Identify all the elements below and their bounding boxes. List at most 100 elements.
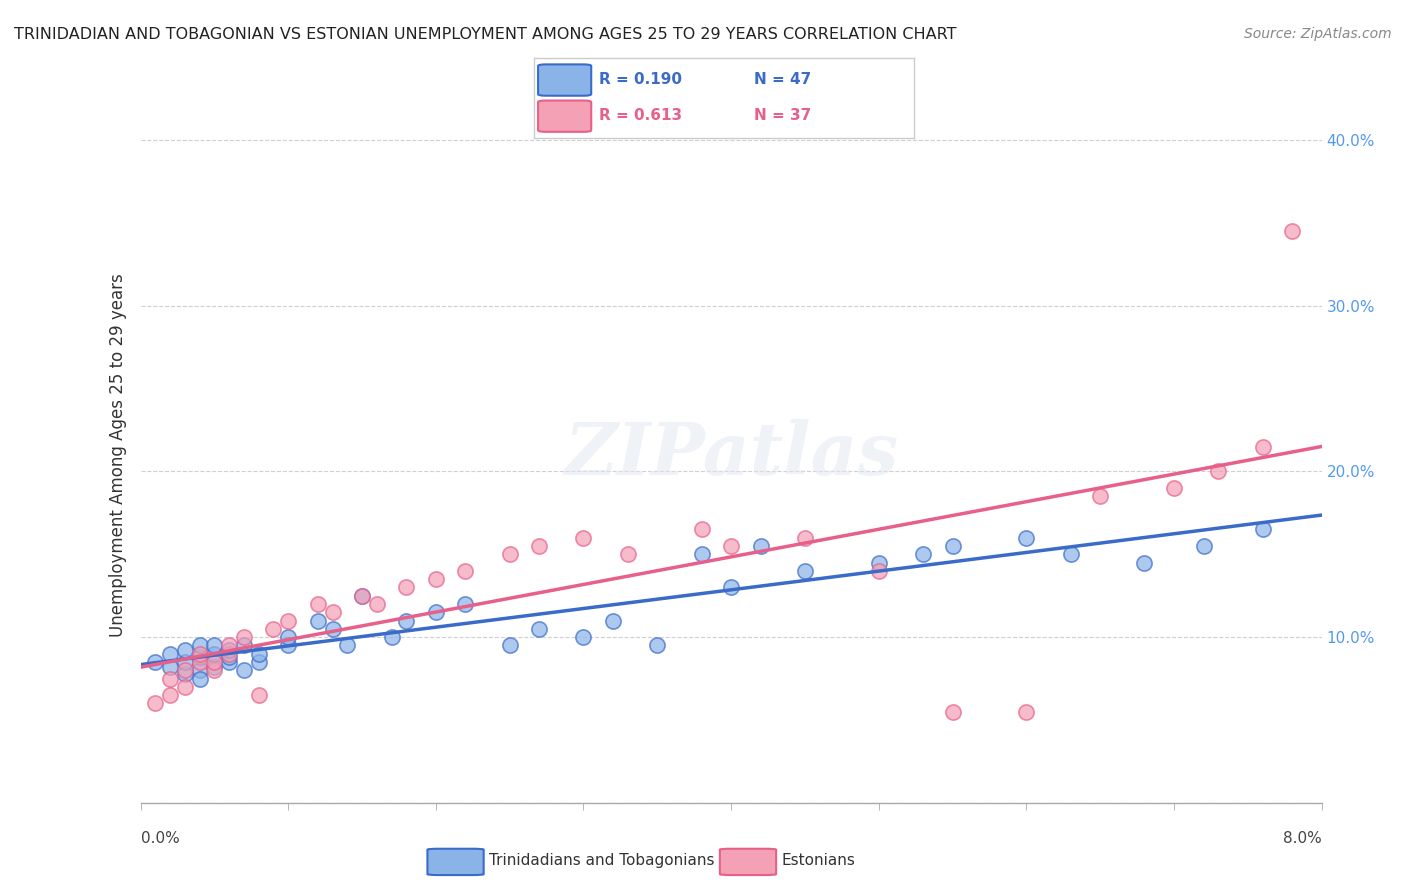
Point (202, 663, 225, 677)
Point (247, 647, 270, 661)
Point (572, 630, 595, 644)
Point (1015, 531, 1038, 545)
Point (336, 639, 359, 653)
Point (159, 660, 181, 674)
Point (188, 663, 211, 677)
Point (247, 655, 270, 669)
Text: R = 0.190: R = 0.190 (599, 72, 682, 87)
Point (1015, 705, 1038, 719)
FancyBboxPatch shape (720, 849, 776, 875)
Text: Estonians: Estonians (782, 854, 856, 868)
Point (188, 650, 211, 665)
Point (425, 572, 447, 586)
Point (174, 663, 197, 677)
Point (868, 564, 890, 578)
Point (1206, 465, 1229, 479)
Point (307, 597, 329, 611)
Point (602, 614, 624, 628)
Point (174, 680, 197, 694)
Text: N = 47: N = 47 (755, 72, 811, 87)
Point (202, 647, 225, 661)
Point (793, 564, 815, 578)
Point (218, 650, 240, 665)
Text: R = 0.613: R = 0.613 (599, 108, 682, 123)
Point (174, 666, 197, 681)
FancyBboxPatch shape (538, 64, 591, 95)
Point (202, 660, 225, 674)
Point (720, 539, 742, 553)
Point (942, 539, 965, 553)
Point (380, 630, 404, 644)
Point (720, 581, 742, 595)
Point (647, 639, 669, 653)
Point (454, 564, 477, 578)
Text: ZIPatlas: ZIPatlas (564, 419, 898, 491)
Point (1088, 489, 1111, 503)
Point (352, 589, 374, 603)
Point (159, 672, 181, 686)
Point (1251, 523, 1274, 537)
Point (218, 639, 240, 653)
Point (425, 605, 447, 619)
Point (233, 663, 256, 677)
FancyBboxPatch shape (538, 101, 591, 132)
Point (277, 639, 299, 653)
Point (202, 639, 225, 653)
Point (1060, 547, 1083, 561)
Point (188, 655, 211, 669)
Point (529, 539, 551, 553)
Point (366, 597, 388, 611)
Y-axis label: Unemployment Among Ages 25 to 29 years: Unemployment Among Ages 25 to 29 years (108, 273, 127, 637)
Point (174, 655, 197, 669)
Point (1251, 440, 1274, 454)
Point (277, 630, 299, 644)
Point (793, 531, 815, 545)
Point (395, 614, 418, 628)
Point (395, 581, 418, 595)
Point (233, 639, 256, 653)
Point (1133, 556, 1156, 570)
Point (321, 622, 344, 636)
Point (572, 531, 595, 545)
Point (1163, 481, 1185, 495)
Point (218, 655, 240, 669)
Point (454, 597, 477, 611)
Point (188, 647, 211, 661)
Text: N = 37: N = 37 (755, 108, 811, 123)
Point (749, 539, 772, 553)
Point (307, 614, 329, 628)
Point (159, 688, 181, 702)
Point (942, 705, 965, 719)
Text: Source: ZipAtlas.com: Source: ZipAtlas.com (1244, 27, 1392, 41)
Point (218, 647, 240, 661)
Point (145, 697, 166, 711)
Point (145, 655, 166, 669)
Point (911, 547, 934, 561)
Point (868, 556, 890, 570)
Point (1281, 224, 1303, 238)
Point (277, 614, 299, 628)
Point (247, 688, 270, 702)
Point (690, 523, 713, 537)
Point (616, 547, 638, 561)
Point (174, 643, 197, 657)
Point (159, 647, 181, 661)
Point (202, 655, 225, 669)
FancyBboxPatch shape (427, 849, 484, 875)
Text: Trinidadians and Tobagonians: Trinidadians and Tobagonians (489, 854, 714, 868)
Point (188, 639, 211, 653)
Point (499, 547, 522, 561)
Text: TRINIDADIAN AND TOBAGONIAN VS ESTONIAN UNEMPLOYMENT AMONG AGES 25 TO 29 YEARS CO: TRINIDADIAN AND TOBAGONIAN VS ESTONIAN U… (14, 27, 956, 42)
Point (352, 589, 374, 603)
Point (262, 622, 284, 636)
Point (321, 605, 344, 619)
Point (188, 672, 211, 686)
Point (233, 630, 256, 644)
Text: 0.0%: 0.0% (141, 830, 180, 846)
Point (690, 547, 713, 561)
Point (1192, 539, 1215, 553)
Point (499, 639, 522, 653)
Point (529, 622, 551, 636)
Point (218, 643, 240, 657)
Text: 8.0%: 8.0% (1282, 830, 1322, 846)
